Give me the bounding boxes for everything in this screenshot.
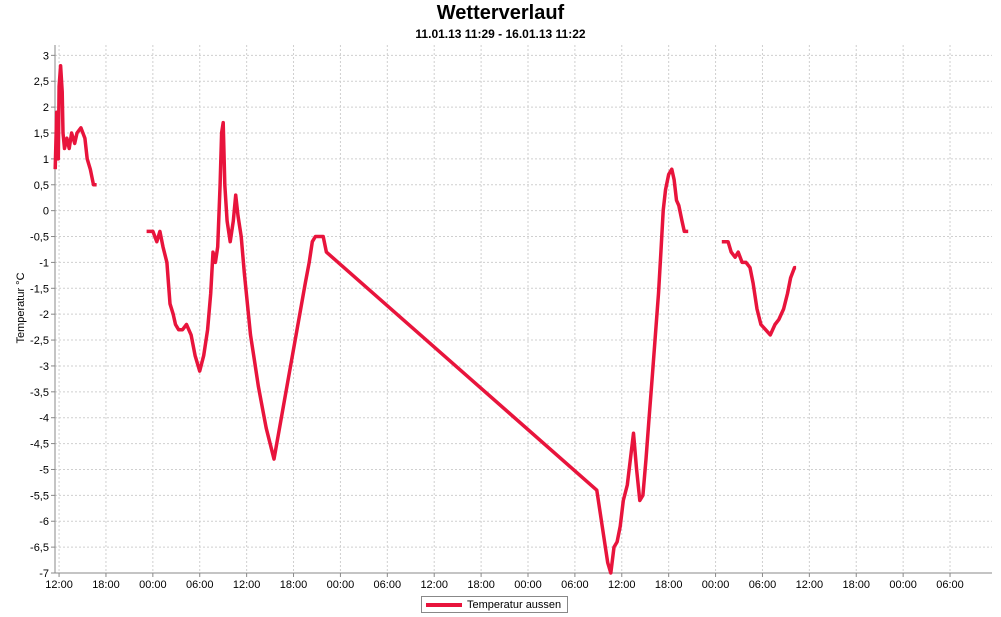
y-axis-label: Temperatur °C [15,272,27,343]
x-tick-label: 18:00 [280,579,308,591]
y-tick-label: -0,5 [30,232,49,244]
x-tick-label: 06:00 [749,579,777,591]
x-tick-label: 00:00 [327,579,355,591]
y-tick-label: -4 [39,413,49,425]
y-tick-label: -3 [39,361,49,373]
y-tick-label: -7 [39,568,49,580]
y-tick-label: -6,5 [30,542,49,554]
plot-area [55,45,992,573]
grid [55,45,992,574]
y-tick-label: 2 [43,102,49,114]
axes: 3 2,5 2 1,5 1 0,5 0 -0,5 -1 -1,5 -2 -2,5 -3 -3,5 -4 -4,… [30,45,992,591]
x-tick-label: 06:00 [561,579,589,591]
series-line-segment [146,120,689,575]
series-layer [53,63,797,575]
y-tick-label: -2 [39,309,49,321]
x-tick-label: 12:00 [45,579,73,591]
y-tick-label: -4,5 [30,439,49,451]
y-tick-label: -2,5 [30,335,49,347]
legend: Temperatur aussen [421,596,569,613]
x-tick-label: 18:00 [655,579,683,591]
x-tick-label: 12:00 [233,579,261,591]
x-tick-label: 18:00 [842,579,870,591]
x-tick-label: 18:00 [467,579,495,591]
x-tick-label: 00:00 [139,579,167,591]
x-tick-label: 06:00 [186,579,214,591]
x-tick-label: 00:00 [702,579,730,591]
x-tick-label: 06:00 [936,579,964,591]
x-tick-label: 18:00 [92,579,120,591]
x-tick-label: 12:00 [420,579,448,591]
y-tick-label: -1 [39,257,49,269]
legend-label: Temperatur aussen [467,598,562,611]
y-tick-label: 1,5 [34,128,49,140]
y-tick-label: -3,5 [30,387,49,399]
series-line-segment [53,63,97,187]
series-line-segment [721,239,797,337]
x-tick-label: 00:00 [514,579,542,591]
y-tick-label: -1,5 [30,283,49,295]
x-tick-label: 00:00 [889,579,917,591]
y-tick-label: 0,5 [34,180,49,192]
y-tick-label: -5,5 [30,490,49,502]
y-tick-label: -6 [39,516,49,528]
y-tick-label: 0 [43,206,49,218]
y-tick-label: 1 [43,154,49,166]
y-tick-label: -5 [39,464,49,476]
chart-title: Wetterverlauf [436,2,565,24]
y-tick-label: 2,5 [34,76,49,88]
legend-swatch [426,602,462,607]
x-tick-label: 12:00 [608,579,636,591]
y-tick-label: 3 [43,50,49,62]
x-tick-label: 06:00 [374,579,402,591]
chart-subtitle: 11.01.13 11:29 - 16.01.13 11:22 [415,27,586,41]
x-tick-label: 12:00 [796,579,824,591]
